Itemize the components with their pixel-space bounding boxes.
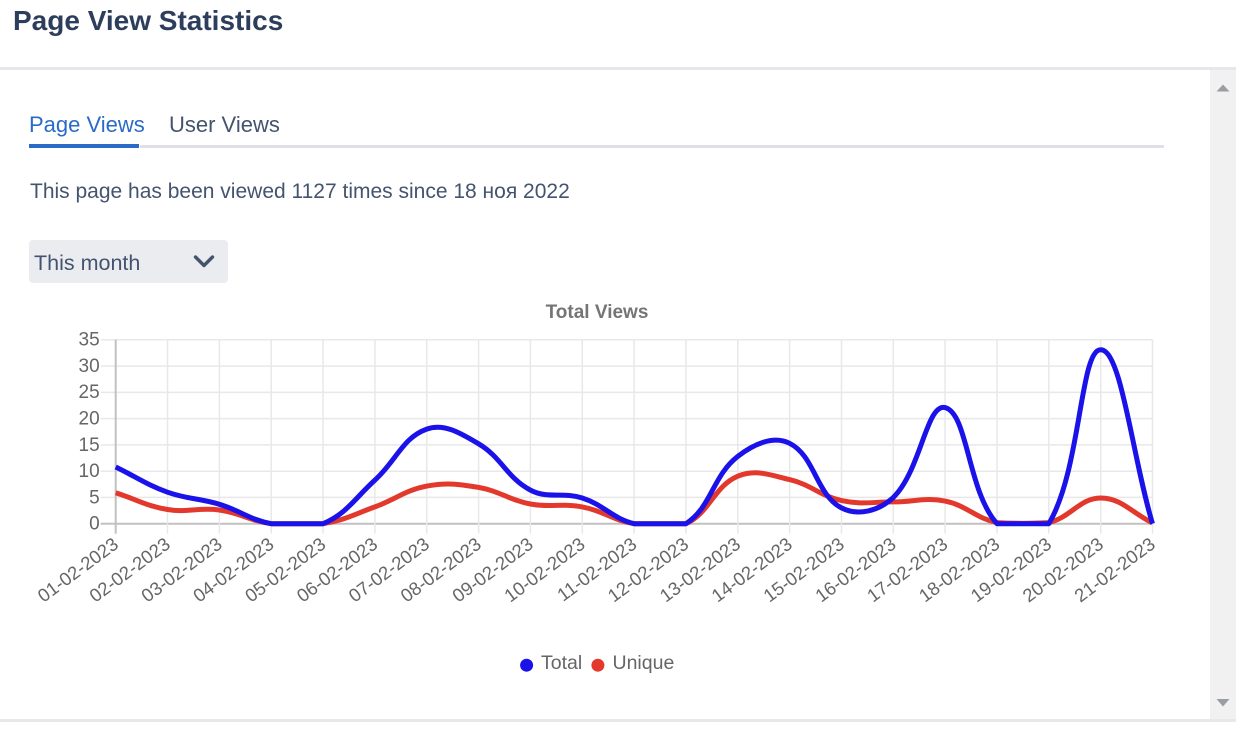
svg-text:30: 30 bbox=[79, 356, 100, 377]
svg-text:25: 25 bbox=[79, 382, 100, 403]
svg-text:20: 20 bbox=[79, 409, 100, 430]
svg-text:Total Views: Total Views bbox=[546, 302, 649, 323]
svg-text:Total: Total bbox=[541, 652, 582, 674]
svg-text:Unique: Unique bbox=[613, 652, 675, 674]
svg-text:0: 0 bbox=[89, 514, 100, 535]
svg-text:15: 15 bbox=[79, 435, 100, 456]
svg-text:35: 35 bbox=[79, 330, 100, 351]
svg-text:5: 5 bbox=[89, 487, 100, 508]
svg-text:10: 10 bbox=[79, 461, 100, 482]
